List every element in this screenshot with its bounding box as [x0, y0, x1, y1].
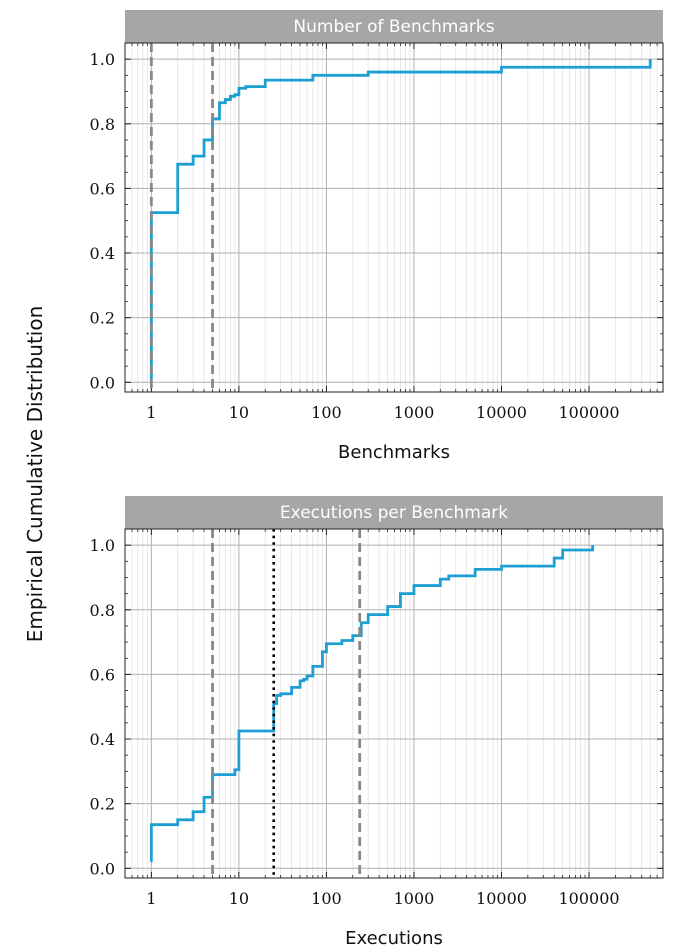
chart-panel-number-of-benchmarks: Number of Benchmarks 1 10 100 1000 10000 1000…: [90, 10, 664, 463]
x-tick-label: 100000: [558, 403, 619, 422]
x-axis-label: Executions: [345, 928, 443, 949]
y-tick-label: 0.4: [90, 244, 115, 263]
x-tick-label: 10: [229, 889, 249, 908]
x-tick-label: 1000: [394, 403, 435, 422]
x-tick-label: 10000: [476, 889, 527, 908]
y-tick-label: 0.6: [90, 665, 115, 684]
x-tick-label: 10: [229, 403, 249, 422]
ecdf-series-line: [149, 59, 652, 380]
panel-header: [125, 10, 663, 43]
plot-area: 1 10 100 1000 10000 100000 0.0 0.2 0.4 0.6 0.8 1.0: [90, 42, 664, 422]
plot-frame: [124, 528, 664, 879]
x-tick-label: 100: [311, 403, 342, 422]
panel-title: Number of Benchmarks: [293, 17, 494, 37]
plot-frame: [124, 42, 664, 393]
y-tick-label: 0.2: [90, 795, 115, 814]
y-tick-label: 0.2: [90, 309, 115, 328]
panel-title: Executions per Benchmark: [280, 503, 508, 523]
x-tick-label: 10000: [476, 403, 527, 422]
y-tick-label: 1.0: [90, 536, 115, 555]
panel-header: [125, 496, 663, 529]
ecdf-series-line: [149, 545, 595, 862]
y-tick-label: 0.4: [90, 730, 115, 749]
x-tick-label: 1: [146, 889, 156, 908]
y-tick-label: 0.8: [90, 601, 115, 620]
x-tick-label: 1: [146, 403, 156, 422]
y-tick-label: 0.8: [90, 115, 115, 134]
shared-y-axis-label: Empirical Cumulative Distribution: [23, 306, 47, 643]
plot-area: 1 10 100 1000 10000 100000 0.0 0.2 0.4 0.6 0.8 1.0: [90, 528, 664, 908]
x-axis-label: Benchmarks: [338, 442, 450, 463]
y-tick-label: 0.0: [90, 373, 115, 392]
x-tick-label: 100000: [558, 889, 619, 908]
x-tick-label: 100: [311, 889, 342, 908]
chart-panel-executions-per-benchmark: Executions per Benchmark 1 10 100 1000 10000…: [90, 496, 664, 949]
y-tick-label: 0.0: [90, 859, 115, 878]
y-tick-label: 0.6: [90, 179, 115, 198]
y-tick-label: 1.0: [90, 50, 115, 69]
x-tick-label: 1000: [394, 889, 435, 908]
